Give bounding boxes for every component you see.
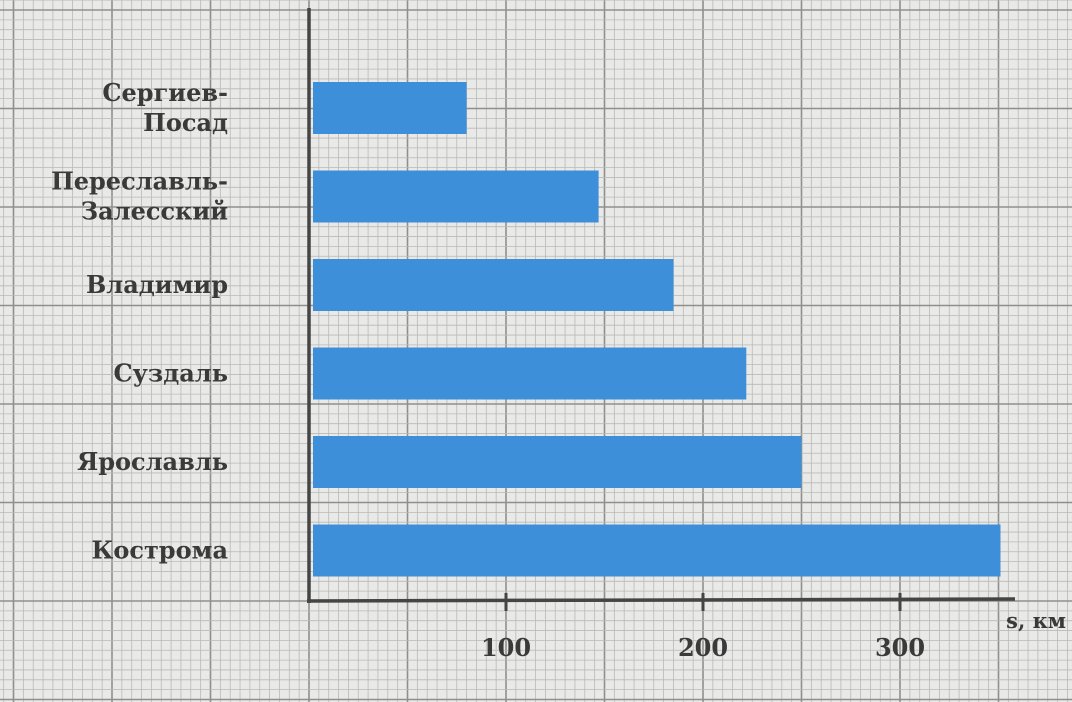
bar (313, 82, 467, 134)
x-tick-label: 100 (481, 633, 531, 662)
category-label: Суздаль (113, 359, 228, 388)
category-label: Ярославль (77, 447, 228, 476)
x-axis-label: s, км (1006, 608, 1066, 633)
bar (313, 347, 747, 400)
category-label: Кострома (91, 536, 228, 565)
x-tick-labels: 100 200 300 (481, 633, 925, 662)
bar (313, 259, 674, 311)
category-label: Переславль-Залесский (51, 167, 228, 226)
x-tick-label: 300 (875, 633, 925, 662)
axes (306, 8, 1016, 611)
category-labels: Сергиев-Посад Переславль-Залесский Владими… (51, 78, 228, 565)
bar (313, 524, 1001, 577)
category-label: Владимир (86, 270, 228, 299)
category-label: Сергиев-Посад (102, 78, 228, 137)
x-tick-label: 200 (678, 633, 728, 662)
bar (313, 436, 802, 488)
x-axis-line (306, 597, 1016, 603)
bars (313, 82, 1001, 577)
bar (313, 170, 599, 223)
